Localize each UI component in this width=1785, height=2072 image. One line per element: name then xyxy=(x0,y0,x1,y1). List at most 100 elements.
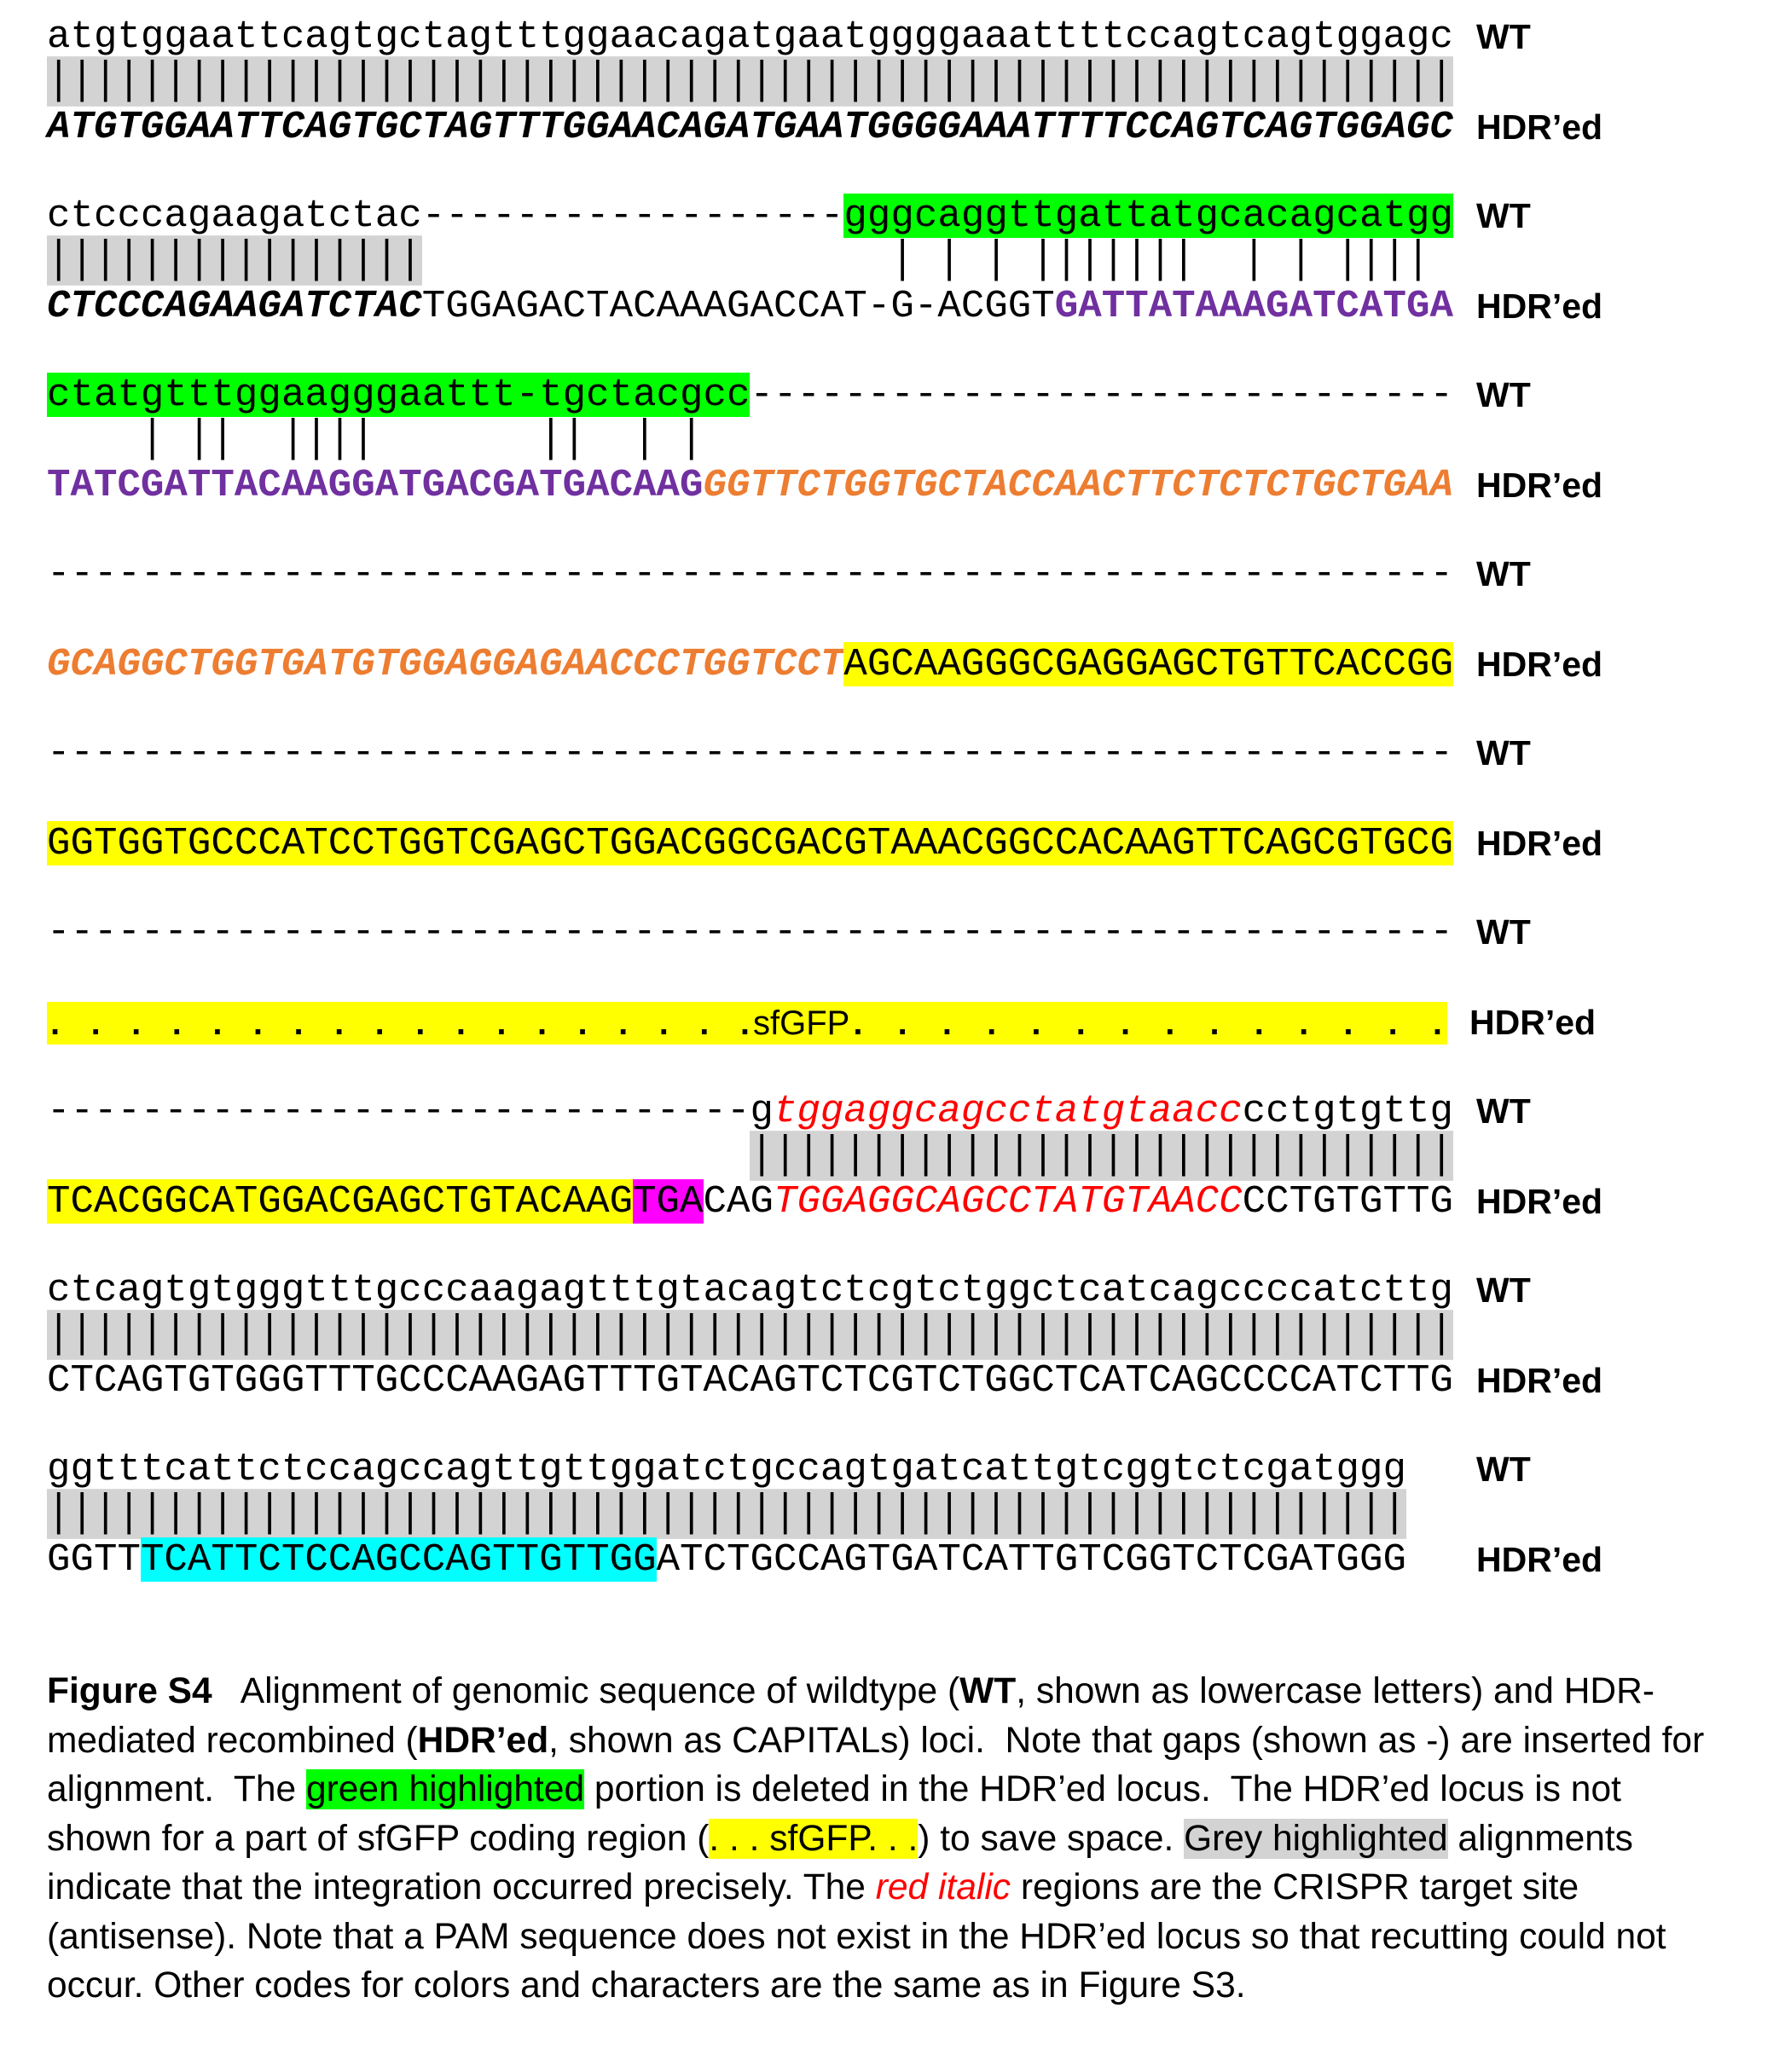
sequence-segment: ATCTGCCAGTGATCATTGTCGGTCTCGATGGG xyxy=(656,1537,1407,1582)
alignment-match-bars: ||||||||||||||||||||||||||||||||||||||||… xyxy=(47,1488,1406,1539)
wildtype-sequence-line: ggtttcattctccagccagttgttggatctgccagtgatc… xyxy=(47,1444,1406,1495)
caption-text: regions are the CRISPR target site (anti… xyxy=(47,1867,1677,2005)
sfgfp-dots-left: . . . . . . . . . . . . . . . . . . xyxy=(50,1004,750,1042)
wildtype-sequence-line: atgtggaattcagtgctagtttggaacagatgaatgggga… xyxy=(47,11,1453,62)
wildtype-sequence-line: ----------------------------------------… xyxy=(47,548,1453,599)
caption-text: ) to save space. xyxy=(918,1818,1185,1859)
caption-bold-text: HDR’ed xyxy=(417,1720,549,1761)
sequence-segment: ATGTGGAATTCAGTGCTAGTTTGGAACAGATGAATGGGGA… xyxy=(47,104,1453,149)
hdr-row-label: HDR’ed xyxy=(1476,107,1603,147)
sequence-segment: GCAGGCTGGTGATGTGGAGGAGAACCCTGGTCCT xyxy=(47,641,844,686)
sequence-segment: TATCGATTACAAGGATGACGATGACAAG xyxy=(47,462,704,507)
hdr-row-label: HDR’ed xyxy=(1476,466,1603,505)
wt-row-label: WT xyxy=(1476,1450,1531,1489)
alignment-match-line: ||||||||||||||||||||||||||||||||||||||||… xyxy=(47,1309,1453,1360)
alignment-match-line: |||||||||||||||||||||||||||||| xyxy=(47,1130,1453,1181)
sequence-segment: GATTATAAAGATCATGA xyxy=(1054,283,1453,328)
wt-row-label: WT xyxy=(1476,554,1531,593)
sequence-segment: CTCCCAGAAGATCTAC xyxy=(47,283,422,328)
sequence-segment: CAG xyxy=(703,1178,774,1224)
sequence-segment: ggtttcattctccagccagttgttggatctgccagtgatc… xyxy=(47,1446,1406,1491)
wildtype-sequence-line: ----------------------------------------… xyxy=(47,906,1453,958)
hdr-sequence-line: CTCAGTGTGGGTTTGCCCAAGAGTTTGTACAGTCTCGTCT… xyxy=(47,1355,1453,1406)
sfgfp-omitted-region: . . . . . . . . . . . . . . . . . . sfGFP… xyxy=(47,1002,1447,1045)
highlighted-sequence-segment: TCATTCTCCAGCCAGTTGTTGG xyxy=(140,1537,657,1582)
wt-row-label: WT xyxy=(1476,17,1531,56)
sequence-segment: ------------------------------ xyxy=(750,372,1453,417)
alignment-block: ctatgtttggaagggaattt-tgctacgcc----------… xyxy=(47,369,1753,548)
alignment-match-bars: ||||||||||||||||||||||||||||||||||||||||… xyxy=(47,1309,1453,1360)
alignment-match-bars xyxy=(47,1131,750,1181)
hdr-row-label: HDR’ed xyxy=(1476,645,1603,684)
hdr-row-label: HDR’ed xyxy=(1476,1540,1603,1579)
caption-highlight: green highlighted xyxy=(305,1769,585,1809)
sequence-segment: ----------------------------------------… xyxy=(47,551,1453,596)
caption-text: portion is deleted in the HDR’ed locus. … xyxy=(47,1769,1631,1859)
alignment-match-bars: |||||||||||||||||||||||||||||| xyxy=(750,1130,1453,1181)
sfgfp-label: sfGFP xyxy=(753,1004,850,1042)
alignment-match-line: ||||||||||||||||||||||||||||||||||||||||… xyxy=(47,56,1453,107)
alignment-block: ------------------------------gtggaggcag… xyxy=(47,1085,1753,1265)
wt-row-label: WT xyxy=(1476,1270,1531,1310)
wt-row-label: WT xyxy=(1476,375,1531,414)
alignment-block: ----------------------------------------… xyxy=(47,548,1753,727)
caption-text: , shown as lowercase letters) and HDR-me… xyxy=(47,1671,1655,1761)
alignment-match-line: ||||||||||||||||||||||||||||||||||||||||… xyxy=(47,1488,1406,1539)
sequence-segment: cctgtgttg xyxy=(1242,1088,1453,1133)
alignment-block: ----------------------------------------… xyxy=(47,906,1753,1085)
alignment-match-bars: ||||||||||||||||||||||||||||||||||||||||… xyxy=(47,55,1453,107)
sequence-segment: tggaggcagcctatgtaacc xyxy=(773,1088,1243,1133)
caption-text: Alignment of genomic sequence of wildtyp… xyxy=(212,1671,960,1711)
hdr-sequence-line: TCACGGCATGGACGAGCTGTACAAGTGACAGTGGAGGCAG… xyxy=(47,1176,1453,1227)
sequence-segment: TGGAGGCAGCCTATGTAACC xyxy=(773,1178,1243,1224)
hdr-row-label: HDR’ed xyxy=(1476,286,1603,326)
hdr-sequence-line: GGTTTCATTCTCCAGCCAGTTGTTGGATCTGCCAGTGATC… xyxy=(47,1534,1406,1585)
alignment-block: ctcagtgtgggtttgcccaagagtttgtacagtctcgtct… xyxy=(47,1265,1753,1444)
hdr-row-label: HDR’ed xyxy=(1476,824,1603,863)
alignment-block: ctcccagaagatctac------------------gggcag… xyxy=(47,190,1753,369)
wildtype-sequence-line: ctcccagaagatctac------------------gggcag… xyxy=(47,190,1453,241)
hdr-sequence-line: ATGTGGAATTCAGTGCTAGTTTGGAACAGATGAATGGGGA… xyxy=(47,101,1453,153)
highlighted-sequence-segment: GGTGGTGCCCATCCTGGTCGAGCTGGACGGCGACGTAAAC… xyxy=(47,820,1453,865)
caption-bold-text: Figure S4 xyxy=(47,1671,212,1711)
highlighted-sequence-segment: TGA xyxy=(633,1178,704,1224)
alignment-block: atgtggaattcagtgctagtttggaacagatgaatgggga… xyxy=(47,11,1753,190)
hdr-row-label: HDR’ed xyxy=(1469,1003,1597,1042)
sequence-segment: CCTGTGTTG xyxy=(1242,1178,1453,1224)
highlighted-sequence-segment: TCACGGCATGGACGAGCTGTACAAG xyxy=(47,1178,634,1224)
highlighted-sequence-segment: AGCAAGGGCGAGGAGCTGTTCACCGG xyxy=(843,641,1453,686)
alignment-match-line: |||||||||||||||| | | | ||||||| | | |||| xyxy=(47,235,1453,286)
hdr-row-label: HDR’ed xyxy=(1476,1182,1603,1221)
alignment-match-bars: | | | ||||||| | | |||| xyxy=(421,234,1453,286)
wildtype-sequence-line: ctcagtgtgggtttgcccaagagtttgtacagtctcgtct… xyxy=(47,1265,1453,1316)
caption-highlight: Grey highlighted xyxy=(1184,1818,1448,1859)
wt-row-label: WT xyxy=(1476,912,1531,952)
highlighted-sequence-segment: gggcaggttgattatgcacagcatgg xyxy=(843,193,1453,238)
caption-text: , shown as CAPITALs) loci. Note that gap… xyxy=(47,1720,1715,1810)
hdr-sequence-line: GGTGGTGCCCATCCTGGTCGAGCTGGACGGCGACGTAAAC… xyxy=(47,818,1453,869)
sequence-segment: atgtggaattcagtgctagtttggaacagatgaatgggga… xyxy=(47,14,1453,59)
sequence-segment: ----------------------------------------… xyxy=(47,909,1453,954)
sequence-segment: ----------------------------------------… xyxy=(47,730,1453,775)
hdr-sequence-line: GCAGGCTGGTGATGTGGAGGAGAACCCTGGTCCTAGCAAG… xyxy=(47,639,1453,690)
sequence-segment: ctcccagaagatctac------------------ xyxy=(47,193,844,238)
sequence-segment: TGGAGACTACAAAGACCAT-G-ACGGT xyxy=(421,283,1055,328)
alignment-match-bars: |||||||||||||||| xyxy=(47,234,422,286)
wt-row-label: WT xyxy=(1476,1091,1531,1131)
wildtype-sequence-line: ctatgtttggaagggaattt-tgctacgcc----------… xyxy=(47,369,1453,420)
hdr-sequence-line: CTCCCAGAAGATCTACTGGAGACTACAAAGACCAT-G-AC… xyxy=(47,281,1453,332)
highlighted-sequence-segment: ctatgtttggaagggaattt-tgctacgcc xyxy=(47,372,751,417)
caption-highlight: . . . sfGFP. . . xyxy=(709,1818,919,1859)
wt-row-label: WT xyxy=(1476,196,1531,235)
sequence-segment: ------------------------------g xyxy=(47,1088,774,1133)
caption-text: red italic xyxy=(875,1867,1011,1907)
wildtype-sequence-line: ----------------------------------------… xyxy=(47,727,1453,778)
sequence-segment: GGTTCTGGTGCTACCAACTTCTCTCTGCTGAA xyxy=(703,462,1453,507)
wildtype-sequence-line: ------------------------------gtggaggcag… xyxy=(47,1085,1453,1137)
sequence-segment: GGTT xyxy=(47,1537,141,1582)
alignment-block: ----------------------------------------… xyxy=(47,727,1753,906)
wt-row-label: WT xyxy=(1476,733,1531,773)
sequence-segment: CTCAGTGTGGGTTTGCCCAAGAGTTTGTACAGTCTCGTCT… xyxy=(47,1357,1453,1403)
caption-text: alignments indicate that the integration… xyxy=(47,1818,1643,1908)
alignment-block: ggtttcattctccagccagttgttggatctgccagtgatc… xyxy=(47,1444,1753,1623)
